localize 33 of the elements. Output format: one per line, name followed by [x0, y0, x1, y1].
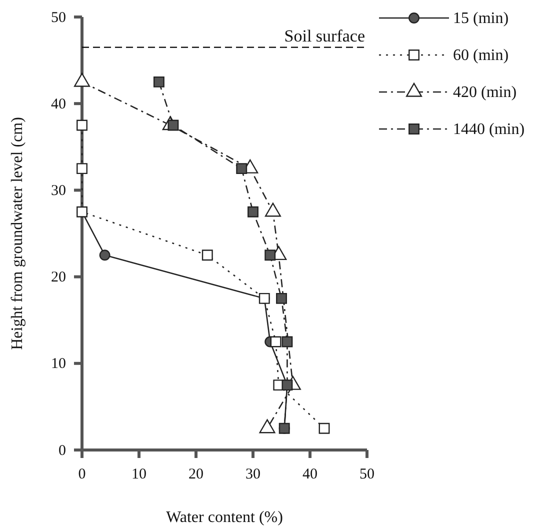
- legend-label: 15 (min): [453, 10, 509, 27]
- legend-label: 420 (min): [453, 84, 517, 101]
- point: [153, 76, 164, 88]
- x-tick-label: 0: [78, 466, 86, 483]
- point: [276, 292, 287, 304]
- y-axis-title: Height from groundwater level (cm): [9, 117, 26, 350]
- point: [282, 336, 293, 348]
- point: [248, 206, 258, 218]
- point: [76, 120, 88, 131]
- y-tick-label: 10: [51, 356, 66, 372]
- point: [318, 422, 330, 434]
- point: [270, 336, 282, 348]
- y-tick-label: 40: [51, 96, 66, 112]
- legend-label: 1440 (min): [453, 121, 525, 138]
- x-tick-label: 40: [302, 466, 318, 483]
- point: [236, 163, 248, 174]
- x-tick-label: 50: [360, 466, 374, 483]
- legend-label: 60 (min): [453, 47, 509, 64]
- y-tick-label: 20: [51, 270, 66, 286]
- x-tick-label: 20: [188, 466, 204, 483]
- point: [76, 163, 88, 174]
- x-axis-title: Water content (%): [166, 509, 283, 526]
- y-tick-label: 30: [51, 183, 66, 199]
- x-tick-label: 30: [246, 466, 260, 483]
- point: [264, 250, 276, 261]
- y-tick-label: 0: [58, 442, 66, 459]
- y-tick-label: 50: [51, 10, 66, 26]
- x-tick-label: 10: [132, 466, 146, 483]
- point: [278, 422, 290, 434]
- point: [99, 250, 110, 261]
- point: [202, 250, 213, 261]
- ref-line-label: Soil surface: [284, 26, 365, 46]
- point: [282, 380, 293, 391]
